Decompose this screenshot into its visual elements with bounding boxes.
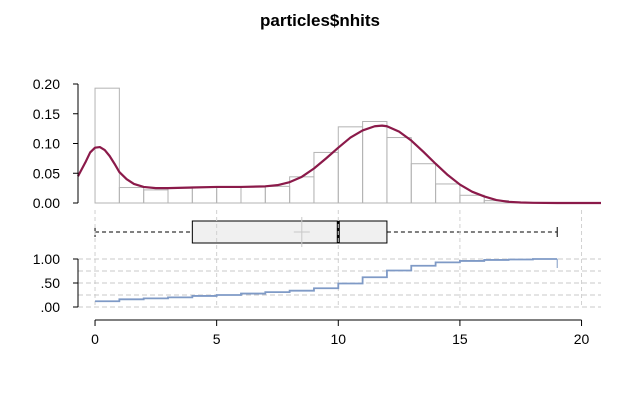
histogram-bar-6 [240, 186, 266, 204]
boxplot-panel [94, 217, 558, 247]
histogram-panel [94, 87, 558, 204]
ecdf-step-line [95, 258, 558, 303]
histogram-bar-11 [362, 120, 388, 204]
histogram-y-tick-label-3: 0.15 [33, 106, 60, 122]
x-tick-label-0: 0 [91, 331, 99, 347]
histogram-bar-15 [459, 194, 485, 204]
x-tick-label-1: 5 [213, 331, 221, 347]
histogram-y-tick-label-4: 0.20 [33, 76, 60, 92]
histogram-bar-9 [313, 151, 339, 204]
histogram-bar-0 [94, 87, 120, 204]
histogram-y-tick-label-0: 0.00 [33, 195, 60, 211]
histogram-bar-4 [191, 186, 218, 204]
x-tick-label-2: 10 [330, 331, 346, 347]
histogram-y-tick-label-1: 0.05 [33, 165, 60, 181]
density-panel [77, 124, 601, 205]
histogram-bar-14 [435, 183, 461, 204]
histogram-bar-2 [143, 189, 169, 204]
histogram-bar-1 [118, 187, 145, 204]
ecdf-y-tick-label-1: .50 [41, 275, 61, 291]
chart-title: particles$nhits [260, 11, 380, 30]
histogram-bar-3 [167, 187, 193, 204]
boxplot-box [191, 220, 388, 244]
x-tick-label-4: 20 [574, 331, 590, 347]
histogram-bar-13 [410, 163, 437, 204]
histogram-y-tick-label-2: 0.10 [33, 136, 60, 152]
axes: 0.00 0.05 0.10 0.15 0.20 .00 .50 1.00 0 5 10 15 20 [33, 76, 590, 347]
histogram-bar-5 [216, 186, 242, 204]
x-tick-label-3: 15 [452, 331, 468, 347]
histogram-bar-7 [264, 185, 291, 204]
ecdf-y-tick-label-0: .00 [41, 299, 61, 315]
histogram-bar-12 [386, 137, 412, 204]
ecdf-y-tick-label-2: 1.00 [33, 251, 60, 267]
ecdf-panel [78, 210, 601, 308]
density-curve [77, 124, 601, 205]
